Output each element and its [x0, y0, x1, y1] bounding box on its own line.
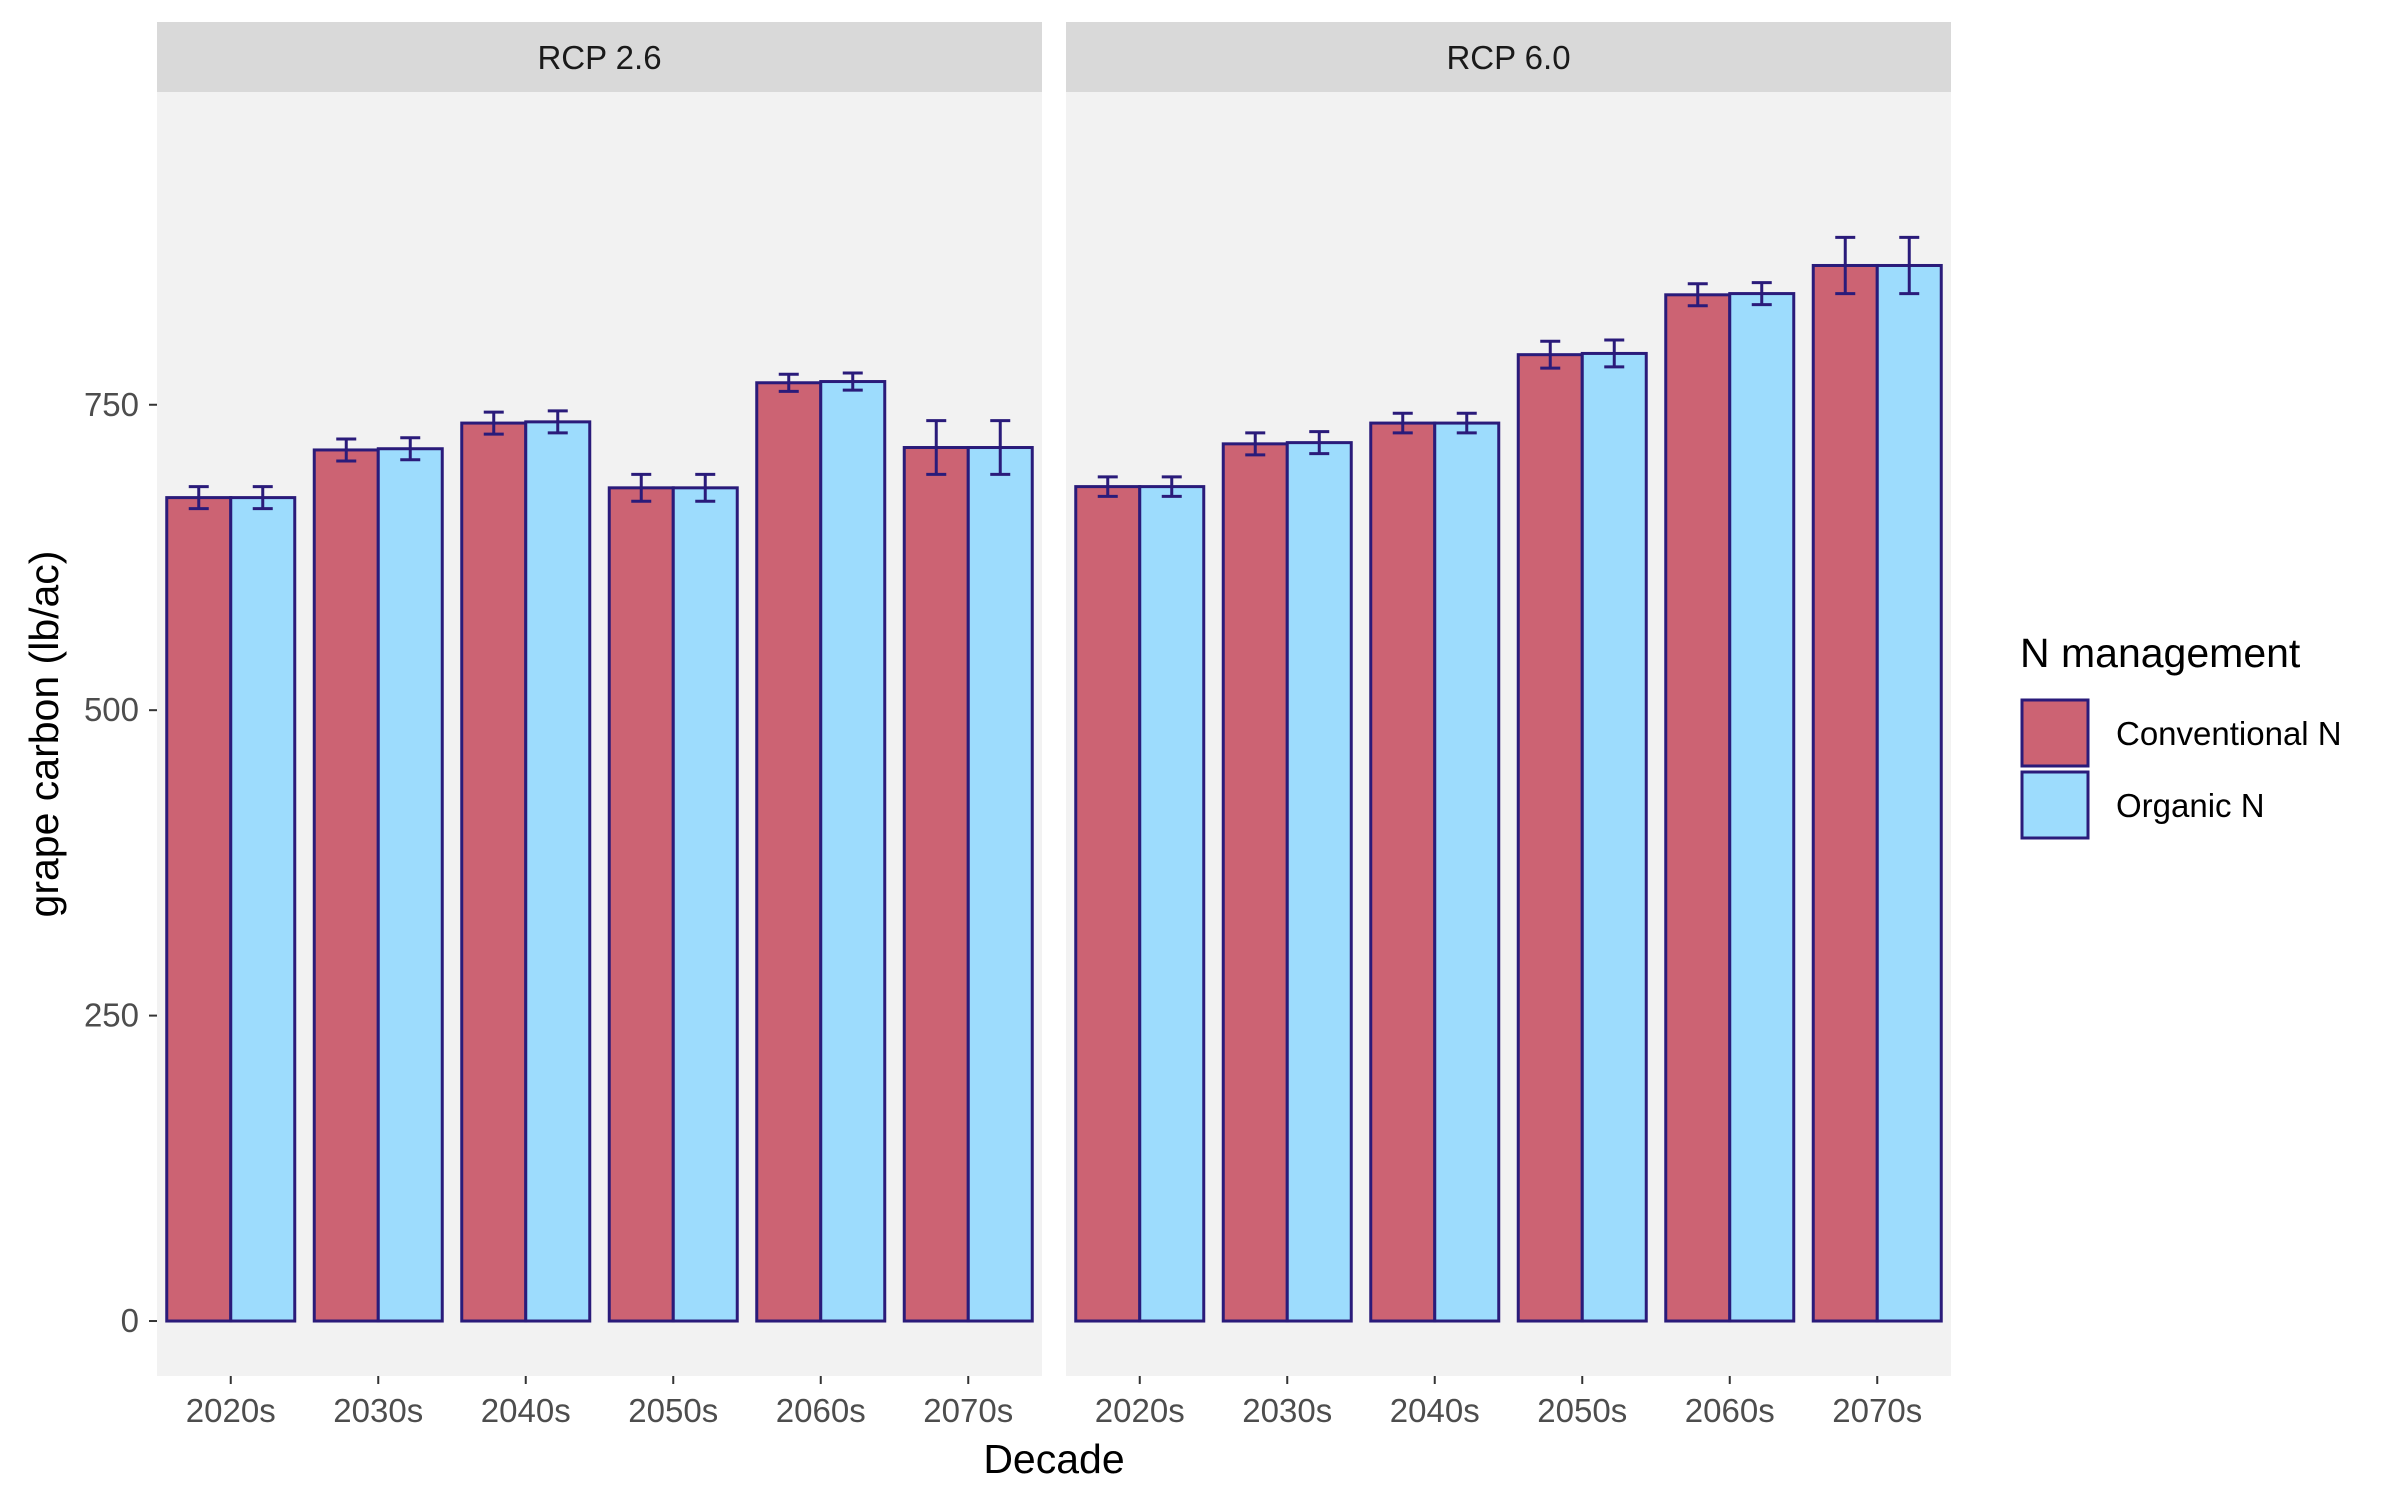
x-tick-label: 2070s: [923, 1392, 1013, 1429]
y-tick-label: 500: [84, 691, 139, 728]
x-tick-label: 2030s: [1242, 1392, 1332, 1429]
x-tick-label: 2050s: [1537, 1392, 1627, 1429]
bar: [376, 447, 444, 1323]
bar: [1516, 353, 1584, 1323]
bar: [1221, 442, 1289, 1323]
x-tick-label: 2020s: [1095, 1392, 1185, 1429]
bar: [229, 496, 297, 1323]
bar: [460, 421, 528, 1323]
y-tick-label: 0: [121, 1302, 139, 1339]
panel-background: [157, 92, 1042, 1376]
panel-strip: [157, 22, 1042, 92]
legend-title: N management: [2020, 630, 2301, 676]
x-tick-label: 2030s: [333, 1392, 423, 1429]
bar: [755, 381, 823, 1323]
bar: [1433, 421, 1501, 1323]
x-tick-label: 2020s: [186, 1392, 276, 1429]
legend-key: [2020, 698, 2090, 768]
panel-background: [1066, 92, 1951, 1376]
bar: [966, 446, 1034, 1323]
bar: [1728, 292, 1796, 1323]
bar: [1138, 485, 1206, 1323]
bar: [1074, 485, 1142, 1323]
panel-strip: [1066, 22, 1951, 92]
bar: [1664, 293, 1732, 1323]
bar: [1811, 263, 1879, 1323]
x-tick-label: 2070s: [1832, 1392, 1922, 1429]
bar: [607, 486, 675, 1323]
bar: [524, 420, 592, 1323]
y-tick-label: 750: [84, 386, 139, 423]
x-tick-label: 2060s: [1685, 1392, 1775, 1429]
legend-key: [2020, 770, 2090, 840]
bar: [1285, 441, 1353, 1323]
x-axis-title: Decade: [983, 1436, 1124, 1482]
x-tick-label: 2060s: [776, 1392, 866, 1429]
panel-strip-label: RCP 2.6: [537, 39, 661, 76]
bar: [1875, 263, 1943, 1323]
panel-strip-label: RCP 6.0: [1446, 39, 1570, 76]
x-tick-label: 2040s: [1390, 1392, 1480, 1429]
bar: [671, 486, 739, 1323]
bar: [1369, 421, 1437, 1323]
legend-label: Conventional N: [2116, 715, 2342, 752]
bar: [312, 448, 380, 1323]
bar: [165, 496, 233, 1323]
bar: [902, 446, 970, 1323]
x-tick-label: 2040s: [481, 1392, 571, 1429]
bar: [819, 380, 887, 1323]
legend-label: Organic N: [2116, 787, 2265, 824]
x-tick-label: 2050s: [628, 1392, 718, 1429]
y-axis-title: grape carbon (lb/ac): [21, 551, 67, 918]
bar: [1580, 351, 1648, 1323]
y-tick-label: 250: [84, 997, 139, 1034]
